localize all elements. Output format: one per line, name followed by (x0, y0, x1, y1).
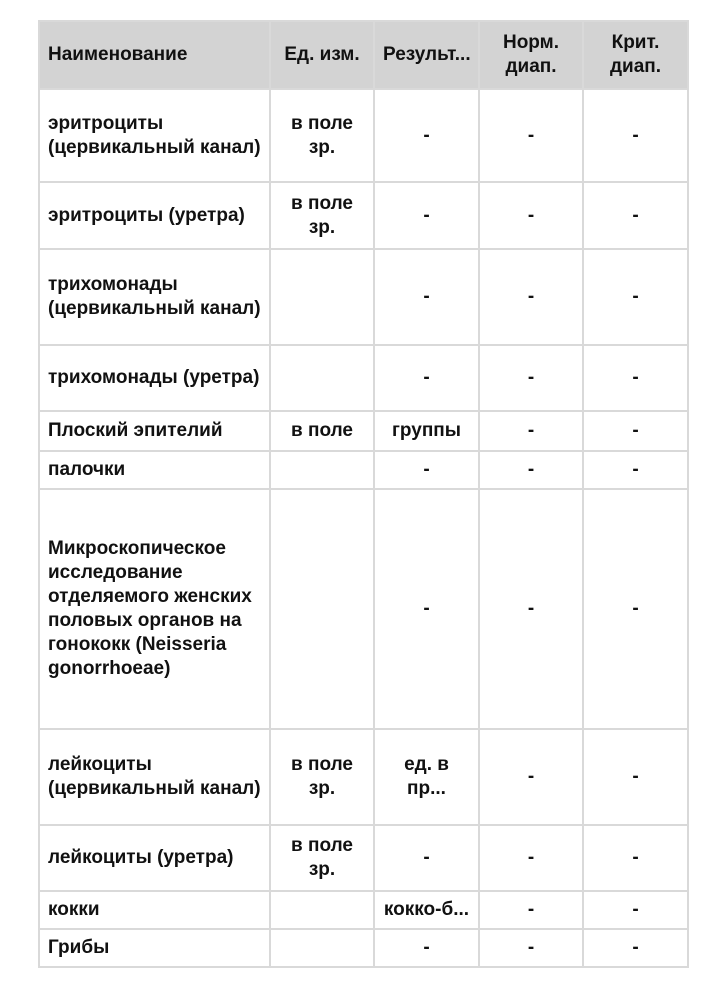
cell-norm: - (478, 488, 584, 730)
cell-name: лейкоциты (уретра) (38, 824, 271, 892)
cell-result: - (373, 248, 480, 346)
cell-unit: в поле зр. (269, 181, 375, 250)
table-row: Микроскопическое исследование отделяемог… (38, 488, 689, 730)
cell-crit: - (582, 344, 689, 412)
cell-result: ед. в пр... (373, 728, 480, 826)
table-row: эритроциты (уретра) в поле зр. - - - (38, 181, 689, 250)
cell-unit: в поле зр. (269, 824, 375, 892)
cell-norm: - (478, 824, 584, 892)
cell-unit: в поле зр. (269, 88, 375, 183)
cell-unit: в поле зр. (269, 728, 375, 826)
cell-norm: - (478, 928, 584, 968)
cell-unit: в поле (269, 410, 375, 452)
cell-name: Микроскопическое исследование отделяемог… (38, 488, 271, 730)
cell-result: - (373, 450, 480, 490)
cell-crit: - (582, 928, 689, 968)
cell-unit (269, 928, 375, 968)
cell-result: - (373, 824, 480, 892)
cell-result: кокко-б... (373, 890, 480, 930)
cell-norm: - (478, 181, 584, 250)
cell-name: эритроциты (цервикальный канал) (38, 88, 271, 183)
table-row: трихомонады (уретра) - - - (38, 344, 689, 412)
cell-unit (269, 344, 375, 412)
table-row: лейкоциты (уретра) в поле зр. - - - (38, 824, 689, 892)
cell-name: Плоский эпителий (38, 410, 271, 452)
header-norm: Норм. диап. (478, 20, 584, 90)
cell-result: группы (373, 410, 480, 452)
cell-norm: - (478, 344, 584, 412)
cell-crit: - (582, 824, 689, 892)
table-row: эритроциты (цервикальный канал) в поле зр… (38, 88, 689, 183)
cell-unit (269, 450, 375, 490)
cell-result: - (373, 488, 480, 730)
cell-norm: - (478, 248, 584, 346)
cell-result: - (373, 928, 480, 968)
header-result: Результ... (373, 20, 480, 90)
cell-name: палочки (38, 450, 271, 490)
table-row: трихомонады (цервикальный канал) - - - (38, 248, 689, 346)
header-unit: Ед. изм. (269, 20, 375, 90)
table-row: палочки - - - (38, 450, 689, 490)
cell-unit (269, 248, 375, 346)
header-name: Наименование (38, 20, 271, 90)
cell-name: трихомонады (уретра) (38, 344, 271, 412)
cell-result: - (373, 181, 480, 250)
cell-unit (269, 890, 375, 930)
cell-crit: - (582, 181, 689, 250)
table-row: Плоский эпителий в поле группы - - (38, 410, 689, 452)
cell-norm: - (478, 450, 584, 490)
cell-name: эритроциты (уретра) (38, 181, 271, 250)
cell-result: - (373, 344, 480, 412)
cell-name: лейкоциты (цервикальный канал) (38, 728, 271, 826)
cell-name: Грибы (38, 928, 271, 968)
cell-crit: - (582, 488, 689, 730)
cell-crit: - (582, 410, 689, 452)
table-row: кокки кокко-б... - - (38, 890, 689, 930)
cell-crit: - (582, 88, 689, 183)
cell-crit: - (582, 728, 689, 826)
cell-result: - (373, 88, 480, 183)
cell-name: кокки (38, 890, 271, 930)
cell-crit: - (582, 450, 689, 490)
cell-crit: - (582, 890, 689, 930)
cell-unit (269, 488, 375, 730)
cell-crit: - (582, 248, 689, 346)
cell-norm: - (478, 88, 584, 183)
table-row: лейкоциты (цервикальный канал) в поле зр.… (38, 728, 689, 826)
cell-name: трихомонады (цервикальный канал) (38, 248, 271, 346)
cell-norm: - (478, 728, 584, 826)
table-row: Грибы - - - (38, 928, 689, 968)
header-crit: Крит. диап. (582, 20, 689, 90)
cell-norm: - (478, 890, 584, 930)
header-row: Наименование Ед. изм. Результ... Норм. д… (38, 20, 689, 90)
results-table: Наименование Ед. изм. Результ... Норм. д… (38, 20, 689, 968)
cell-norm: - (478, 410, 584, 452)
